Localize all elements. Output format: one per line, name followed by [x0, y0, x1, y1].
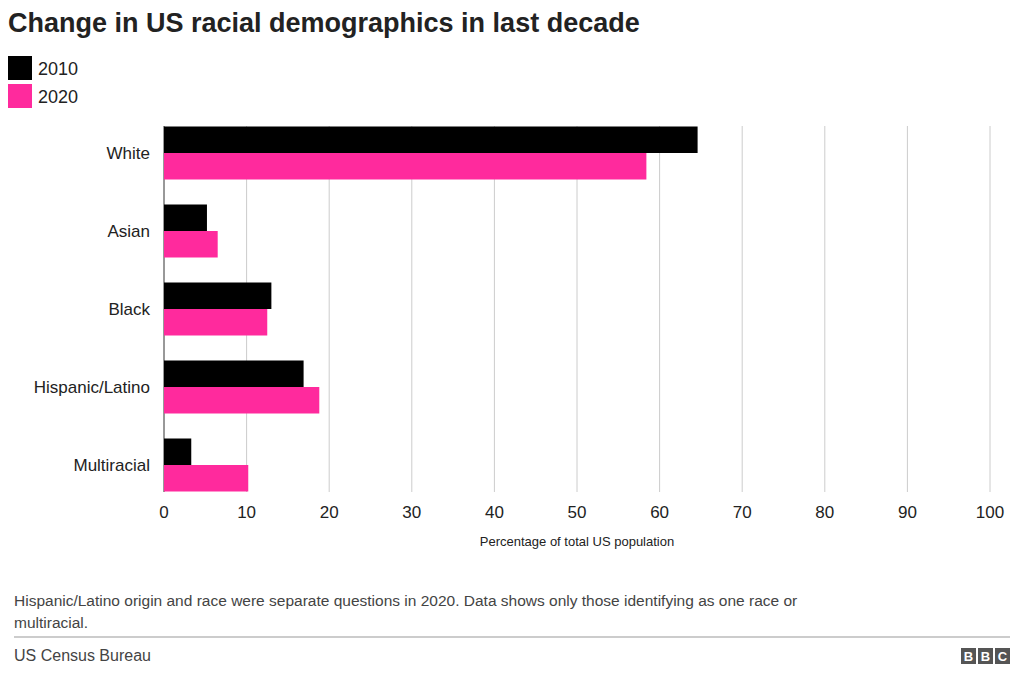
tick-label: 100: [976, 503, 1004, 522]
tick-label: 60: [650, 503, 669, 522]
grid-line: [907, 126, 908, 492]
note-line: multiracial.: [14, 614, 88, 631]
bar: [164, 205, 207, 232]
tick-label: 70: [733, 503, 752, 522]
category-label: Multiracial: [73, 456, 150, 475]
tick-label: 80: [815, 503, 834, 522]
note: Hispanic/Latino origin and race were sep…: [14, 592, 797, 631]
bar: [164, 309, 267, 336]
tick-label: 0: [159, 503, 168, 522]
logo-box: [961, 648, 976, 664]
tick-label: 20: [320, 503, 339, 522]
legend-item: 2010: [8, 56, 78, 80]
tick-label: 10: [237, 503, 256, 522]
bar: [164, 283, 271, 310]
logo-letter: C: [998, 649, 1008, 664]
category-label: Black: [108, 300, 150, 319]
bar: [164, 387, 319, 414]
legend-item: 2020: [8, 84, 78, 108]
legend-swatch: [8, 56, 32, 80]
category-label: Asian: [107, 222, 150, 241]
note-line: Hispanic/Latino origin and race were sep…: [14, 592, 797, 609]
chart-svg: Change in US racial demographics in last…: [0, 0, 1024, 675]
grid-line: [411, 126, 412, 492]
logo: BBC: [961, 648, 1010, 664]
bar: [164, 361, 304, 388]
legend-label: 2010: [38, 59, 78, 79]
tick-label: 90: [898, 503, 917, 522]
grid-line: [824, 126, 825, 492]
title: Change in US racial demographics in last…: [8, 8, 640, 38]
bar: [164, 153, 646, 180]
bar: [164, 439, 191, 466]
bar: [164, 231, 218, 258]
grid-line: [990, 126, 991, 492]
grid-line: [329, 126, 330, 492]
grid-line: [742, 126, 743, 492]
chart-root: Change in US racial demographics in last…: [0, 0, 1024, 675]
grid-line: [659, 126, 660, 492]
legend-label: 2020: [38, 87, 78, 107]
tick-label: 50: [568, 503, 587, 522]
tick-label: 30: [402, 503, 421, 522]
tick-label: 40: [485, 503, 504, 522]
source: US Census Bureau: [14, 647, 151, 664]
grid: [247, 126, 990, 492]
category-label: Hispanic/Latino: [34, 378, 150, 397]
footer-rule: [14, 637, 1010, 638]
logo-letter: B: [964, 649, 973, 664]
grid-line: [577, 126, 578, 492]
bar: [164, 465, 248, 492]
bars: [164, 127, 698, 492]
logo-letter: B: [981, 649, 990, 664]
logo-box: [978, 648, 993, 664]
axis-label: Percentage of total US population: [480, 534, 674, 549]
legend-swatch: [8, 84, 32, 108]
bar: [164, 127, 698, 154]
grid-line: [494, 126, 495, 492]
logo-box: [995, 648, 1010, 664]
category-label: White: [107, 144, 150, 163]
